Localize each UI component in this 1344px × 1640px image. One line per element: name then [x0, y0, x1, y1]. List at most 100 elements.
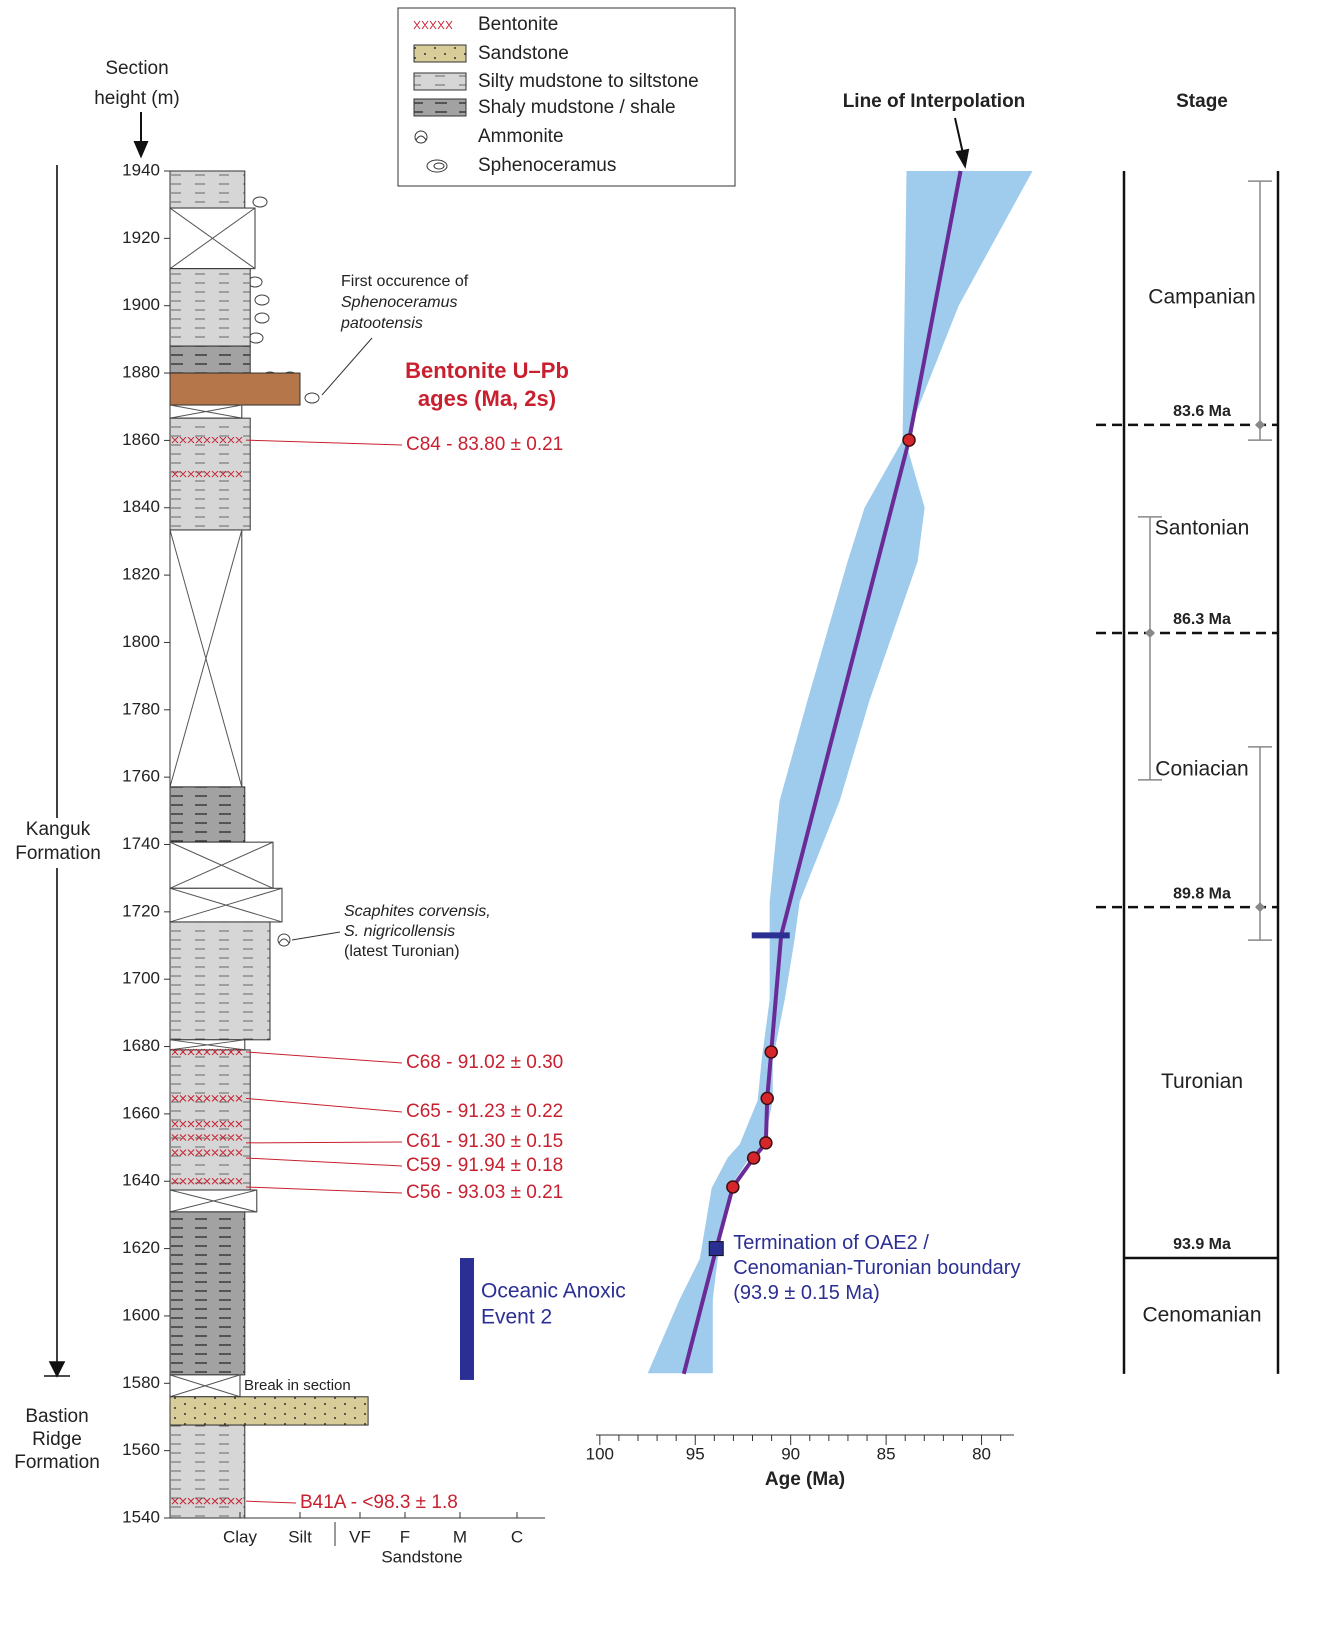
formation-label: Formation	[14, 1452, 100, 1473]
covered-cross	[169, 1039, 245, 1051]
grain-label: M	[453, 1527, 467, 1546]
covered-cross	[169, 1189, 257, 1213]
covered-cross	[169, 529, 243, 788]
age-diamond	[1255, 419, 1265, 430]
stage-boundary-label: 93.9 Ma	[1173, 1236, 1231, 1253]
y-tick-label: 1900	[122, 295, 160, 314]
age-diamond	[1255, 902, 1265, 913]
legend-box	[397, 7, 736, 187]
y-tick-label: 1740	[122, 834, 160, 853]
age-diamond	[1145, 628, 1155, 639]
y-tick-label: 1840	[122, 497, 160, 516]
samples-title: Bentonite U–Pb	[405, 358, 569, 383]
bed	[169, 1049, 251, 1191]
stage-boundary-label: 86.3 Ma	[1173, 611, 1231, 628]
y-tick-label: 1780	[122, 699, 160, 718]
formation-label: Ridge	[32, 1429, 82, 1450]
formation-label: Formation	[15, 843, 101, 864]
grain-label: VF	[349, 1527, 371, 1546]
uncertainty-band	[647, 171, 1033, 1374]
bentonite-level	[171, 470, 243, 478]
stage-name: Cenomanian	[1142, 1303, 1261, 1326]
bed	[169, 372, 301, 406]
bed	[169, 268, 251, 347]
legend-bentonite-symbol	[413, 20, 453, 30]
legend-label: Bentonite	[478, 14, 558, 35]
y-tick-label: 1700	[122, 969, 160, 988]
oae2-bar	[460, 1258, 474, 1380]
grain-label: F	[400, 1527, 410, 1546]
y-tick-label: 1800	[122, 632, 160, 651]
annotation: Break in section	[244, 1377, 351, 1394]
stage-boundary-label: 89.8 Ma	[1173, 885, 1231, 902]
sample-leader	[245, 1051, 403, 1064]
stage-name: Coniacian	[1155, 758, 1248, 781]
legend-label: Ammonite	[478, 126, 564, 147]
age-error-bar	[1138, 516, 1162, 781]
legend: Bentonite Sandstone Silty mudstone to si…	[397, 7, 736, 187]
annotation: Sphenoceramus	[341, 294, 458, 311]
bed	[169, 417, 251, 531]
y-tick-label: 1560	[122, 1440, 160, 1459]
bentonite-level	[171, 436, 243, 444]
sample-point	[746, 1151, 761, 1165]
annotation: patootensis	[340, 315, 423, 332]
stage-name: Campanian	[1148, 286, 1255, 309]
sample-label: B41A - <98.3 ± 1.8	[300, 1492, 458, 1513]
covered-cross	[169, 841, 274, 889]
legend-ammonite-symbol	[414, 130, 428, 144]
interpolation-line	[681, 170, 963, 1375]
label-background	[10, 818, 110, 868]
sample-leader	[245, 1097, 403, 1113]
y-tick-label: 1940	[122, 160, 160, 179]
annotation-leader	[321, 337, 373, 396]
line-label: Line of Interpolation	[843, 91, 1026, 112]
samples-title: ages (Ma, 2s)	[418, 386, 556, 411]
bentonite-level	[171, 1120, 243, 1128]
stage-title: Stage	[1176, 91, 1228, 112]
legend-label: Silty mudstone to siltstone	[478, 71, 699, 92]
formation-label: Bastion	[25, 1406, 88, 1427]
x-tick-label: 90	[781, 1444, 800, 1463]
bed	[169, 1396, 369, 1426]
bed	[169, 170, 246, 209]
formation-label: Kanguk	[26, 819, 91, 840]
y-tick-label: 1880	[122, 363, 160, 382]
legend-sphenoceramus-symbol	[426, 159, 448, 173]
y-tick-label: 1820	[122, 565, 160, 584]
boundary-point	[708, 1241, 724, 1257]
covered-cross	[169, 1374, 241, 1398]
sample-leader	[245, 1186, 403, 1194]
sample-leader	[245, 1141, 403, 1144]
grain-group-label: Sandstone	[381, 1547, 462, 1566]
annotation: Scaphites corvensis,	[344, 903, 491, 920]
y-tick-label: 1920	[122, 228, 160, 247]
annotation: (latest Turonian)	[344, 943, 460, 960]
y-tick-label: 1660	[122, 1103, 160, 1122]
age-error-bar	[1248, 180, 1272, 441]
y-tick-label: 1760	[122, 767, 160, 786]
annotation-leader	[291, 931, 341, 941]
sample-point	[764, 1045, 778, 1059]
sample-leader	[245, 1500, 297, 1504]
covered-cross	[169, 207, 256, 270]
line-label-arrow	[954, 117, 970, 169]
sample-point	[759, 1136, 773, 1150]
oae2-label: Event 2	[481, 1306, 552, 1329]
bentonite-level	[171, 1497, 243, 1505]
annotation: First occurence of	[341, 273, 469, 290]
x-tick-label: 95	[686, 1444, 705, 1463]
y-axis-label: height (m)	[94, 88, 180, 109]
bentonite-level	[171, 1177, 243, 1185]
oae2-label: Oceanic Anoxic	[481, 1280, 626, 1303]
sample-label: C61 - 91.30 ± 0.15	[406, 1131, 563, 1152]
y-axis-label: Section	[105, 58, 168, 79]
stage-name: Turonian	[1161, 1070, 1243, 1093]
y-tick-label: 1640	[122, 1171, 160, 1190]
x-tick-label: 80	[972, 1444, 991, 1463]
boundary-label: (93.9 ± 0.15 Ma)	[733, 1282, 880, 1304]
y-tick-label: 1540	[122, 1507, 160, 1526]
stage-name: Santonian	[1155, 517, 1250, 540]
y-label-arrow	[133, 112, 149, 159]
legend-silty-symbol	[413, 72, 467, 91]
